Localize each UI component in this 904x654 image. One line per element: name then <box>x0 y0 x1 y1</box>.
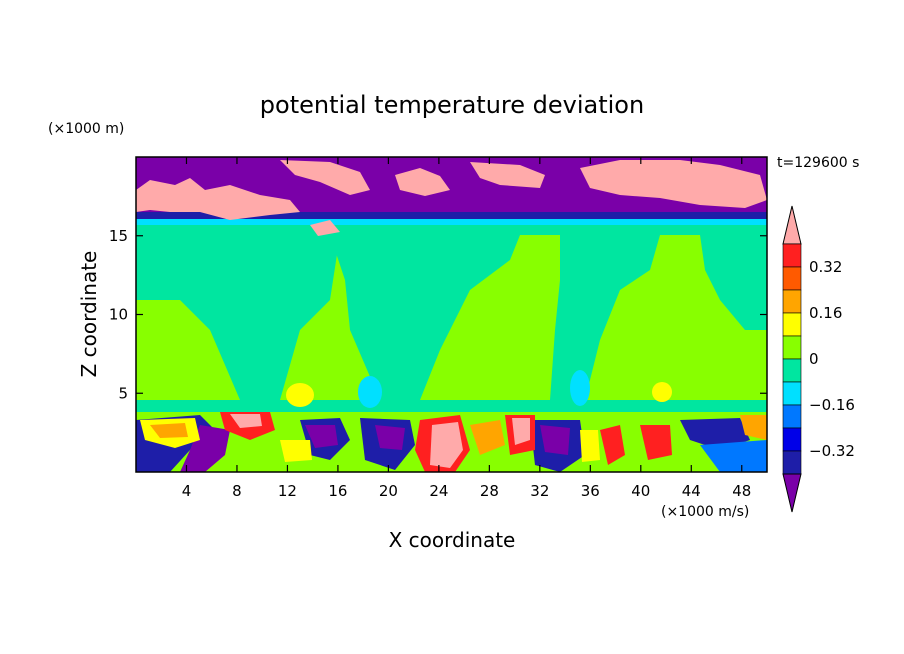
lower-teal-band <box>136 400 767 412</box>
colorbar-box <box>782 450 802 475</box>
x-tick-label: 40 <box>631 482 650 500</box>
colorbar-box <box>782 266 802 291</box>
purple-anomaly <box>375 425 405 450</box>
colorbar-box <box>782 335 802 360</box>
x-unit-label: (×1000 m/s) <box>661 504 749 520</box>
pink-patch <box>470 162 545 188</box>
y-tick-label: 15 <box>109 227 128 245</box>
colorbar: 0.32 0.16 0 −0.16 −0.32 <box>782 205 855 513</box>
orange-anomaly <box>470 420 505 455</box>
pink-patch <box>280 160 370 195</box>
y-unit-label: (×1000 m) <box>48 121 124 137</box>
x-tick-label: 24 <box>429 482 448 500</box>
pink-patch <box>310 220 340 236</box>
colorbar-label: 0.16 <box>809 304 842 322</box>
x-tick-label: 8 <box>232 482 242 500</box>
colorbar-box <box>782 427 802 452</box>
pink-patch <box>580 160 767 208</box>
yellow-anomaly <box>280 440 312 462</box>
yellow-blob <box>652 382 672 402</box>
pink-anomaly <box>430 422 463 468</box>
heatmap-field <box>136 157 767 472</box>
x-tick-label: 36 <box>581 482 600 500</box>
purple-anomaly <box>305 425 338 448</box>
y-axis: 5 10 15 <box>109 227 767 402</box>
cyan-blob <box>358 376 382 408</box>
pink-anomaly <box>230 414 262 428</box>
chart-title: potential temperature deviation <box>260 91 644 119</box>
cyan-blob <box>570 370 590 406</box>
y-axis-label: Z coordinate <box>77 251 101 378</box>
y-tick-label: 5 <box>118 384 128 402</box>
colorbar-box <box>782 381 802 406</box>
teal-plume <box>136 235 340 400</box>
pink-anomaly <box>512 418 530 445</box>
colorbar-max-triangle <box>782 205 802 245</box>
dark-blue-anomaly <box>680 418 750 450</box>
x-tick-label: 44 <box>682 482 701 500</box>
tropopause-cyan <box>136 219 767 225</box>
x-tick-label: 4 <box>182 482 192 500</box>
x-axis-label: X coordinate <box>389 528 516 552</box>
pink-patch <box>136 178 300 220</box>
orange-anomaly <box>740 415 767 440</box>
colorbar-box <box>782 289 802 314</box>
yellow-anomaly <box>580 430 600 462</box>
x-tick-label: 12 <box>278 482 297 500</box>
teal-plume <box>550 235 660 400</box>
colorbar-label: 0.32 <box>809 258 842 276</box>
tropopause-dark-blue <box>136 212 767 219</box>
red-anomaly <box>600 425 625 465</box>
x-tick-label: 28 <box>480 482 499 500</box>
colorbar-box <box>782 404 802 429</box>
yellow-blob <box>286 383 314 407</box>
colorbar-box <box>782 358 802 383</box>
red-anomaly <box>640 425 672 460</box>
orange-anomaly <box>150 423 188 438</box>
x-axis: 4 8 12 16 20 24 28 32 36 40 44 48 <box>182 157 751 500</box>
x-tick-label: 16 <box>328 482 347 500</box>
colorbar-label: −0.32 <box>809 442 855 460</box>
blue-anomaly <box>700 440 767 472</box>
teal-plume <box>330 235 520 400</box>
tropopause-teal <box>136 225 767 235</box>
colorbar-label: −0.16 <box>809 396 855 414</box>
colorbar-box <box>782 312 802 337</box>
x-tick-label: 32 <box>530 482 549 500</box>
pink-patch <box>395 168 450 196</box>
y-tick-label: 10 <box>109 306 128 324</box>
x-tick-label: 20 <box>379 482 398 500</box>
colorbar-box <box>782 243 802 268</box>
teal-plume <box>700 235 767 330</box>
colorbar-min-triangle <box>782 473 802 513</box>
purple-anomaly <box>180 425 230 472</box>
time-label: t=129600 s <box>777 155 859 171</box>
colorbar-label: 0 <box>809 350 819 368</box>
x-tick-label: 48 <box>732 482 751 500</box>
purple-anomaly <box>540 425 570 455</box>
